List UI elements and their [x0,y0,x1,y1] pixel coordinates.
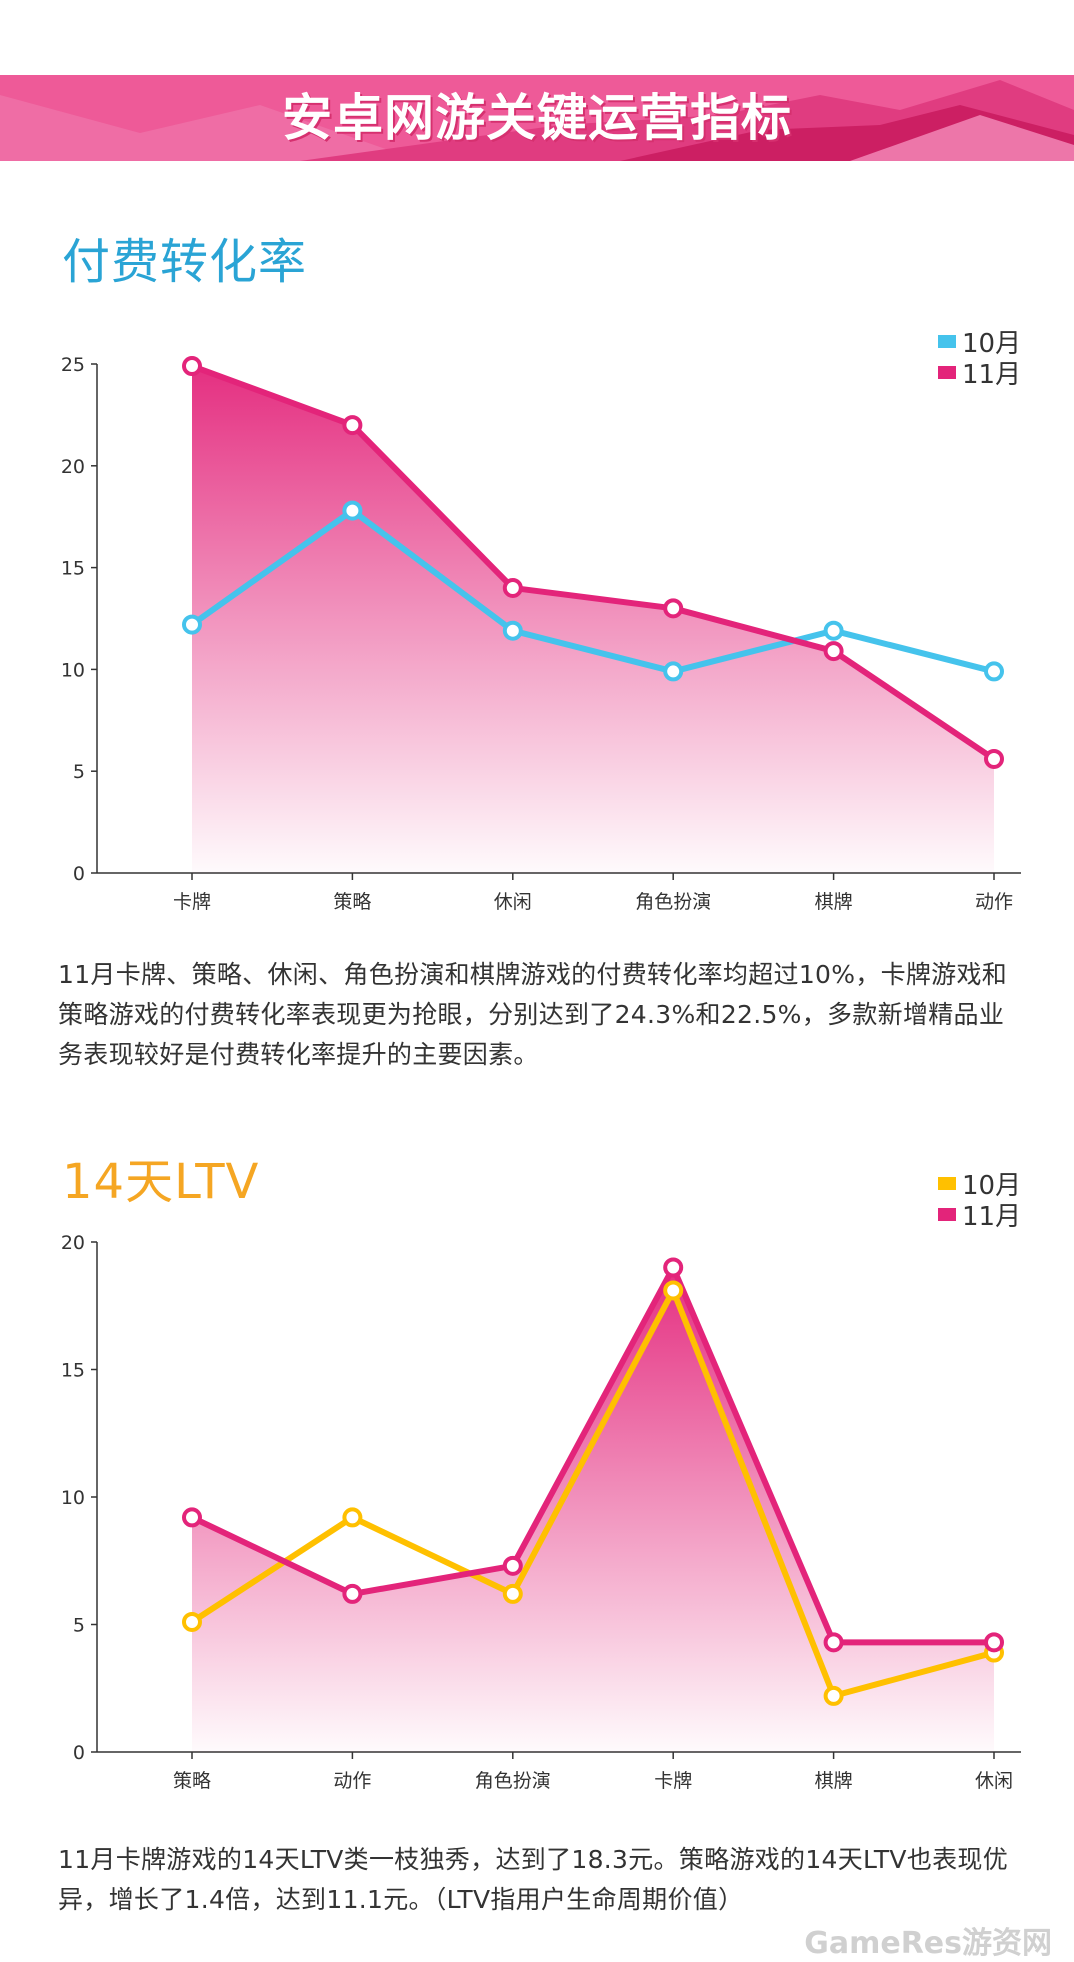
series-10-point [663,1280,684,1301]
y-tick-label: 10 [61,659,85,681]
legend-swatch-0 [938,335,956,348]
series-11-point [823,1632,844,1653]
series-10-line [190,507,995,675]
x-category-label: 休闲 [494,891,532,913]
legend-label-0: 10月 [962,329,1021,359]
y-tick-label: 15 [61,1360,85,1382]
y-tick-label: 20 [61,456,85,478]
watermark: GameRes游资网 [804,1926,1052,1961]
y-tick-label: 5 [73,761,85,783]
series-10-point [342,1507,363,1528]
series-10-point [823,1685,844,1706]
series-10-point [984,661,1004,682]
x-category-label: 策略 [173,1770,211,1792]
x-category-label: 策略 [333,891,371,913]
series-11-point [342,1583,363,1604]
series-11-point [984,748,1004,769]
section-title-ltv: 14天LTV [62,1154,260,1210]
series-11-line [190,363,996,762]
series-11-point [502,577,523,598]
x-category-label: 休闲 [975,1770,1013,1792]
y-tick-label: 10 [61,1487,85,1509]
series-11-point [342,415,363,436]
x-category-label: 卡牌 [173,891,211,913]
x-category-label: 卡牌 [654,1770,692,1792]
legend-label-0: 10月 [962,1171,1021,1201]
y-tick-label: 15 [61,558,85,580]
series-10-point [663,661,684,682]
ltv-description: 11月卡牌游戏的14天LTV类一枝独秀，达到了18.3元。策略游戏的14天LTV… [58,1845,1009,1914]
y-tick-label: 20 [61,1232,85,1254]
legend-label-1: 11月 [962,360,1021,390]
series-11-point [823,641,844,662]
x-category-label: 棋牌 [815,1770,853,1792]
x-category-label: 棋牌 [815,891,853,913]
series-11-point [663,598,684,619]
legend-swatch-0 [938,1177,956,1190]
series-11-point [502,1555,523,1576]
legend-swatch-1 [938,366,956,379]
series-11-point [663,1257,684,1278]
series-11-area-fill [192,1267,994,1752]
series-10-point [823,620,844,641]
x-category-label: 动作 [333,1770,371,1792]
series-10-point [182,614,202,635]
header-banner: 安卓网游关键运营指标 [0,75,1074,161]
series-10-point [502,620,523,641]
y-tick-label: 0 [73,1742,85,1764]
section-title-conversion-rate: 付费转化率 [62,234,308,290]
banner-title: 安卓网游关键运营指标 [282,89,792,147]
x-category-label: 角色扮演 [635,891,711,913]
y-tick-label: 0 [73,863,85,885]
series-10-point [502,1583,523,1604]
series-11-line [190,1264,994,1646]
legend-label-1: 11月 [962,1202,1021,1232]
y-tick-label: 25 [61,354,85,376]
series-11-point [182,1507,202,1528]
legend-swatch-1 [938,1208,956,1221]
x-category-label: 角色扮演 [475,1770,551,1792]
series-11-point [182,356,202,377]
conversion-rate-description: 11月卡牌、策略、休闲、角色扮演和棋牌游戏的付费转化率均超过10%，卡牌游戏和策… [58,960,1008,1069]
y-tick-label: 5 [73,1615,85,1637]
series-10-line [190,1287,995,1699]
series-10-point [182,1611,202,1632]
series-10-point [342,500,363,521]
series-11-point [984,1632,1004,1653]
banner-decoration [0,75,1074,161]
x-category-label: 动作 [975,891,1013,913]
series-11-area-fill [192,366,994,873]
